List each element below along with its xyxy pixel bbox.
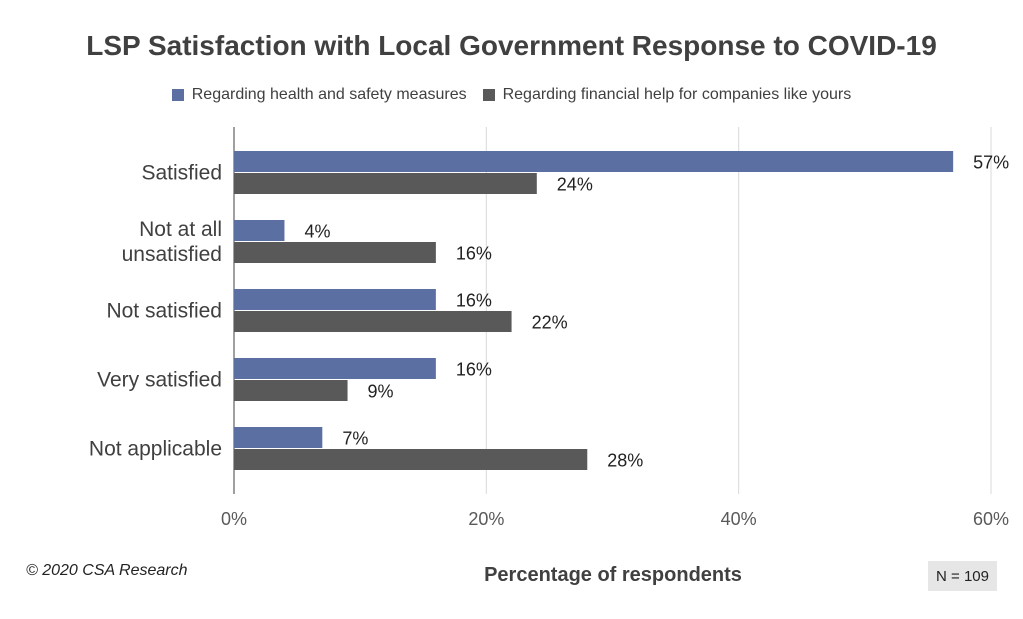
legend-item-financial: Regarding financial help for companies l… (482, 86, 852, 104)
bar (234, 311, 512, 332)
legend-label-financial: Regarding financial help for companies l… (502, 86, 852, 103)
legend-swatch-health (171, 89, 184, 101)
chart-title: LSP Satisfaction with Local Government R… (86, 30, 937, 61)
bar (234, 358, 436, 379)
data-label: 4% (304, 222, 330, 242)
sample-size-badge: N = 109 (928, 561, 997, 591)
data-label: 16% (456, 244, 492, 264)
bar (234, 151, 954, 172)
bar (234, 242, 436, 263)
data-label: 22% (532, 313, 568, 333)
legend-item-health: Regarding health and safety measures (171, 86, 467, 104)
bar (234, 220, 285, 241)
bar (234, 289, 436, 310)
bar (234, 449, 588, 470)
category-label: Very satisfied (97, 369, 222, 392)
bar (234, 380, 348, 401)
data-label: 16% (456, 291, 492, 311)
bar (234, 173, 537, 194)
x-tick-label: 0% (221, 509, 247, 529)
data-label: 28% (607, 451, 643, 471)
category-label: Not satisfied (106, 300, 222, 323)
data-label: 57% (973, 153, 1009, 173)
data-label: 16% (456, 360, 492, 380)
data-label: 7% (342, 429, 368, 449)
x-axis-title: Percentage of respondents (484, 564, 742, 586)
legend-swatch-financial (482, 89, 495, 101)
data-label: 24% (557, 175, 593, 195)
category-label: unsatisfied (122, 243, 222, 266)
data-label: 9% (368, 382, 394, 402)
x-tick-label: 20% (468, 509, 504, 529)
category-label: Satisfied (141, 162, 222, 185)
category-label: Not at all (139, 218, 222, 241)
legend: Regarding health and safety measures Reg… (0, 86, 1023, 104)
x-tick-label: 60% (973, 509, 1009, 529)
legend-label-health: Regarding health and safety measures (191, 86, 467, 103)
category-label: Not applicable (89, 438, 222, 461)
copyright-text: © 2020 CSA Research (26, 562, 188, 579)
x-tick-label: 40% (721, 509, 757, 529)
bar (234, 427, 323, 448)
